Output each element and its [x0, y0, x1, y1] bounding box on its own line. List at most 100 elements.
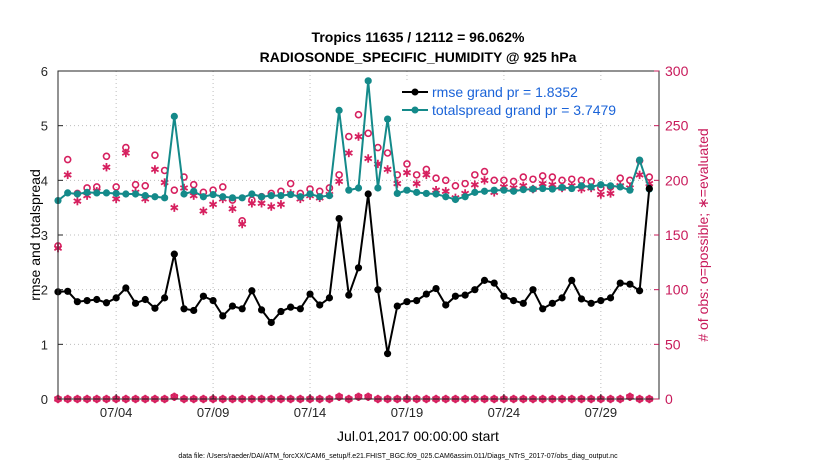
obs-possible-point — [403, 160, 411, 168]
totalspread-point — [509, 187, 518, 195]
obs-possible-point — [529, 175, 537, 184]
star-stroke — [354, 393, 363, 400]
rmse-point — [364, 190, 372, 198]
totalspread-point — [248, 190, 256, 198]
totalspread-point — [306, 190, 314, 198]
obs-evaluated-point — [335, 177, 344, 186]
rmse-point — [461, 291, 469, 299]
totalspread-point — [626, 186, 634, 194]
totalspread-point — [112, 189, 120, 198]
rmse-point — [209, 297, 217, 305]
legend-marker-rmse — [411, 88, 419, 96]
legend: rmse grand pr = 1.8352 totalspread grand… — [396, 80, 646, 120]
totalspread-point — [558, 183, 566, 192]
chart-subtitle: RADIOSONDE_SPECIFIC_HUMIDITY @ 925 hPa — [260, 49, 577, 65]
totalspread-point — [102, 189, 111, 197]
totalspread-point — [393, 189, 401, 198]
obs-evaluated-point — [480, 176, 489, 185]
legend-label-totalspread: totalspread grand pr = 3.7479 — [432, 102, 616, 118]
obs-evaluated-point — [383, 165, 392, 174]
totalspread-point — [354, 184, 363, 192]
obs-possible-point — [548, 173, 557, 181]
star-stroke — [335, 178, 344, 185]
rmse-point — [316, 301, 324, 309]
star-stroke — [257, 200, 266, 207]
totalspread-point — [170, 112, 178, 120]
obs-evaluated-bottom-point — [364, 392, 373, 402]
data-file-footnote: data file: /Users/raeder/DAI/ATM_forcXX/… — [178, 453, 618, 460]
y-right-tick-label: 250 — [665, 118, 689, 134]
totalspread-point — [519, 186, 527, 194]
obs-evaluated-point — [257, 199, 266, 208]
rmse-point — [393, 302, 401, 310]
obs-evaluated-point — [170, 203, 179, 212]
legend-box — [396, 80, 646, 120]
rmse-point — [93, 295, 101, 304]
star-stroke — [538, 180, 547, 187]
rmse-point — [490, 279, 498, 287]
star-stroke — [209, 201, 218, 208]
obs-possible-point — [616, 174, 625, 182]
rmse-point — [606, 294, 615, 302]
obs-possible-point — [354, 110, 363, 119]
rmse-point — [422, 290, 430, 298]
x-tick-label: 07/14 — [294, 405, 327, 420]
obs-evaluated-point — [422, 170, 431, 180]
star-stroke — [470, 181, 479, 188]
star-stroke — [596, 191, 605, 198]
totalspread-point — [267, 192, 275, 200]
star-stroke — [606, 190, 615, 197]
y-axis-right-label: # of obs: o=possible; ∗=evaluated — [695, 128, 711, 341]
star-stroke — [73, 198, 82, 204]
rmse-point — [190, 306, 198, 315]
rmse-point — [248, 287, 256, 295]
totalspread-point — [161, 194, 169, 202]
totalspread-point — [316, 193, 324, 201]
y-left-tick-label: 3 — [41, 228, 48, 243]
rmse-point — [413, 297, 421, 305]
obs-evaluated-point — [364, 154, 373, 163]
obs-possible-point — [412, 171, 421, 179]
totalspread-point — [209, 190, 217, 199]
rmse-point — [403, 298, 411, 306]
totalspread-point — [83, 188, 91, 196]
totalspread-point — [432, 190, 440, 198]
star-stroke — [247, 200, 256, 207]
totalspread-point — [413, 188, 421, 196]
rmse-point — [296, 305, 304, 313]
totalspread-point — [374, 184, 382, 192]
obs-evaluated-point — [238, 219, 247, 229]
star-stroke — [635, 171, 644, 178]
star-stroke — [625, 393, 635, 400]
totalspread-point — [442, 193, 450, 201]
x-tick-label: 07/09 — [197, 405, 230, 420]
obs-evaluated-point — [102, 163, 111, 172]
obs-possible-point — [383, 149, 392, 157]
totalspread-point — [383, 115, 392, 123]
star-stroke — [354, 133, 363, 140]
star-stroke — [441, 188, 450, 195]
totalspread-point — [461, 193, 469, 201]
rmse-point — [500, 292, 508, 300]
rmse-point — [480, 276, 489, 284]
totalspread-point — [616, 183, 624, 191]
rmse-point — [267, 318, 275, 327]
rmse-point — [345, 291, 353, 299]
totalspread-point — [587, 183, 595, 191]
star-stroke — [189, 192, 198, 199]
obs-evaluated-bottom-point — [625, 392, 635, 402]
rmse-point — [519, 299, 527, 307]
totalspread-point — [257, 193, 266, 201]
obs-possible-point — [490, 176, 499, 185]
obs-evaluated-bottom-point — [170, 392, 179, 402]
star-stroke — [364, 393, 373, 400]
star-stroke — [102, 164, 111, 171]
totalspread-point — [422, 189, 430, 198]
chart-title: Tropics 11635 / 12112 = 96.062% — [312, 29, 525, 45]
rmse-point — [228, 302, 237, 310]
star-stroke — [364, 155, 373, 162]
x-axis-label: Jul.01,2017 00:00:00 start — [337, 428, 499, 444]
totalspread-point — [345, 186, 353, 194]
star-stroke — [121, 150, 130, 156]
totalspread-point — [238, 194, 246, 202]
